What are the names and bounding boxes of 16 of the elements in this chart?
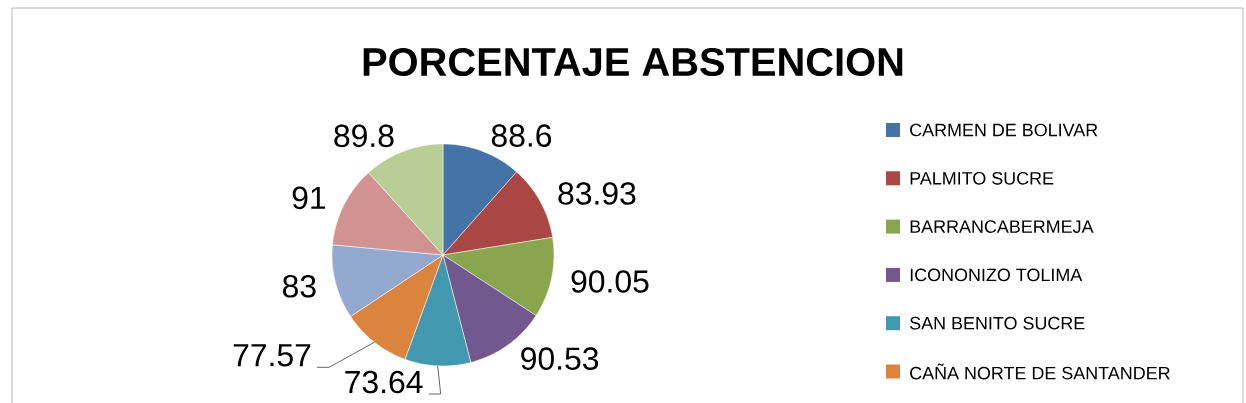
data-label: 83.93 bbox=[558, 182, 636, 205]
legend-label: CAÑA NORTE DE SANTANDER bbox=[910, 363, 1170, 380]
data-label: 90.05 bbox=[571, 270, 649, 293]
legend-label: CARMEN DE BOLIVAR bbox=[910, 123, 1098, 137]
data-label: 88.6 bbox=[491, 124, 552, 147]
data-label: 91 bbox=[292, 186, 326, 210]
data-label: 83 bbox=[282, 275, 316, 298]
chart-title: PORCENTAJE ABSTENCION bbox=[363, 47, 903, 77]
data-label: 90.53 bbox=[521, 347, 599, 370]
legend-label: PALMITO SUCRE bbox=[910, 171, 1054, 185]
data-label: 89.8 bbox=[334, 124, 394, 148]
data-label: 77.57 bbox=[233, 344, 311, 367]
legend-label: ICONONIZO TOLIMA bbox=[910, 268, 1083, 282]
data-label: 73.64 bbox=[345, 370, 423, 394]
legend-label: BARRANCABERMEJA bbox=[910, 220, 1094, 233]
legend-label: SAN BENITO SUCRE bbox=[910, 316, 1085, 330]
